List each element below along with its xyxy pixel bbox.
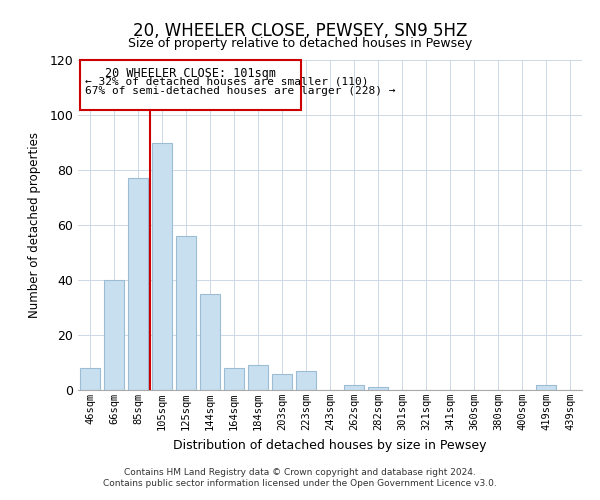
Bar [272, 374, 292, 390]
Text: Contains HM Land Registry data © Crown copyright and database right 2024.
Contai: Contains HM Land Registry data © Crown c… [103, 468, 497, 487]
Bar [200, 294, 220, 390]
Bar [344, 384, 364, 390]
Bar [176, 236, 196, 390]
Text: Size of property relative to detached houses in Pewsey: Size of property relative to detached ho… [128, 38, 472, 51]
X-axis label: Distribution of detached houses by size in Pewsey: Distribution of detached houses by size … [173, 438, 487, 452]
Bar [224, 368, 244, 390]
Bar [80, 368, 100, 390]
Text: ← 32% of detached houses are smaller (110): ← 32% of detached houses are smaller (11… [85, 76, 368, 86]
Text: 20, WHEELER CLOSE, PEWSEY, SN9 5HZ: 20, WHEELER CLOSE, PEWSEY, SN9 5HZ [133, 22, 467, 40]
Bar [248, 365, 268, 390]
FancyBboxPatch shape [80, 60, 301, 110]
Y-axis label: Number of detached properties: Number of detached properties [28, 132, 41, 318]
Bar [152, 142, 172, 390]
Bar [368, 387, 388, 390]
Text: 20 WHEELER CLOSE: 101sqm: 20 WHEELER CLOSE: 101sqm [106, 67, 277, 80]
Bar [296, 371, 316, 390]
Bar [104, 280, 124, 390]
Text: 67% of semi-detached houses are larger (228) →: 67% of semi-detached houses are larger (… [85, 86, 396, 96]
Bar [536, 384, 556, 390]
Bar [128, 178, 148, 390]
